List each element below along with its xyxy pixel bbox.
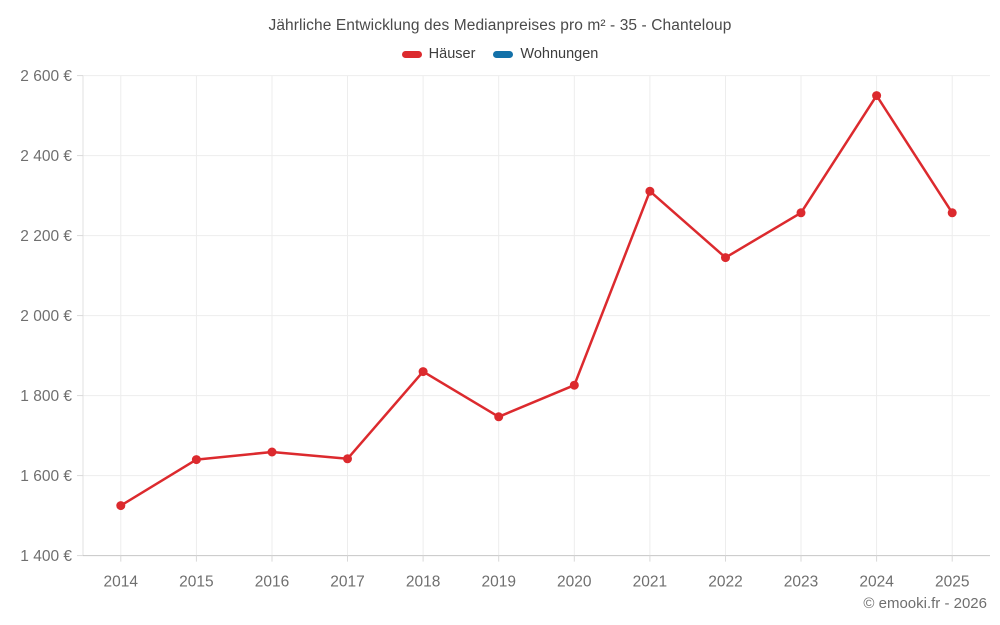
- x-axis-label: 2019: [481, 574, 515, 591]
- y-axis-label: 1 400 €: [20, 548, 72, 565]
- y-axis-label: 2 400 €: [20, 148, 72, 165]
- chart-legend: Häuser Wohnungen: [0, 46, 1000, 62]
- x-axis-label: 2014: [104, 574, 139, 591]
- copyright-footer: © emooki.fr - 2026: [863, 595, 987, 612]
- legend-item-hauser[interactable]: Häuser: [401, 46, 476, 62]
- x-axis-label: 2025: [935, 574, 969, 591]
- y-axis-label: 2 200 €: [20, 228, 72, 245]
- data-point-hauser-2016[interactable]: [267, 447, 277, 457]
- data-point-hauser-2014[interactable]: [116, 501, 126, 511]
- series-line-hauser: [119, 94, 954, 507]
- legend-item-wohnungen[interactable]: Wohnungen: [493, 46, 598, 62]
- data-point-hauser-2024[interactable]: [872, 91, 882, 101]
- y-axis-label: 1 800 €: [20, 388, 72, 405]
- data-point-hauser-2019[interactable]: [494, 412, 504, 422]
- legend-label: Wohnungen: [520, 46, 599, 62]
- y-axis-label: 2 000 €: [20, 308, 72, 325]
- chart-title: Jährliche Entwicklung des Medianpreises …: [268, 17, 732, 34]
- legend-swatch-hauser: [401, 50, 422, 58]
- data-point-hauser-2018[interactable]: [418, 367, 428, 377]
- x-axis-label: 2020: [557, 574, 592, 591]
- x-axis-label: 2024: [859, 574, 894, 591]
- x-axis-label: 2018: [406, 574, 440, 591]
- data-point-hauser-2021[interactable]: [645, 186, 655, 196]
- y-axis-label: 1 600 €: [20, 468, 72, 485]
- data-point-hauser-2023[interactable]: [796, 208, 806, 218]
- data-point-hauser-2020[interactable]: [569, 380, 579, 390]
- data-point-hauser-2015[interactable]: [191, 455, 201, 465]
- data-point-hauser-2017[interactable]: [343, 454, 352, 464]
- data-point-hauser-2022[interactable]: [721, 253, 730, 263]
- x-axis-label: 2015: [179, 574, 213, 591]
- x-axis-label: 2021: [633, 574, 667, 591]
- data-point-hauser-2025[interactable]: [947, 208, 957, 218]
- x-axis-label: 2022: [708, 574, 742, 591]
- legend-swatch-wohnungen: [493, 50, 514, 58]
- x-axis-label: 2016: [255, 574, 289, 591]
- x-axis-label: 2017: [330, 574, 364, 591]
- x-axis-label: 2023: [784, 574, 818, 591]
- y-axis-label: 2 600 €: [20, 68, 72, 85]
- legend-label: Häuser: [428, 46, 476, 62]
